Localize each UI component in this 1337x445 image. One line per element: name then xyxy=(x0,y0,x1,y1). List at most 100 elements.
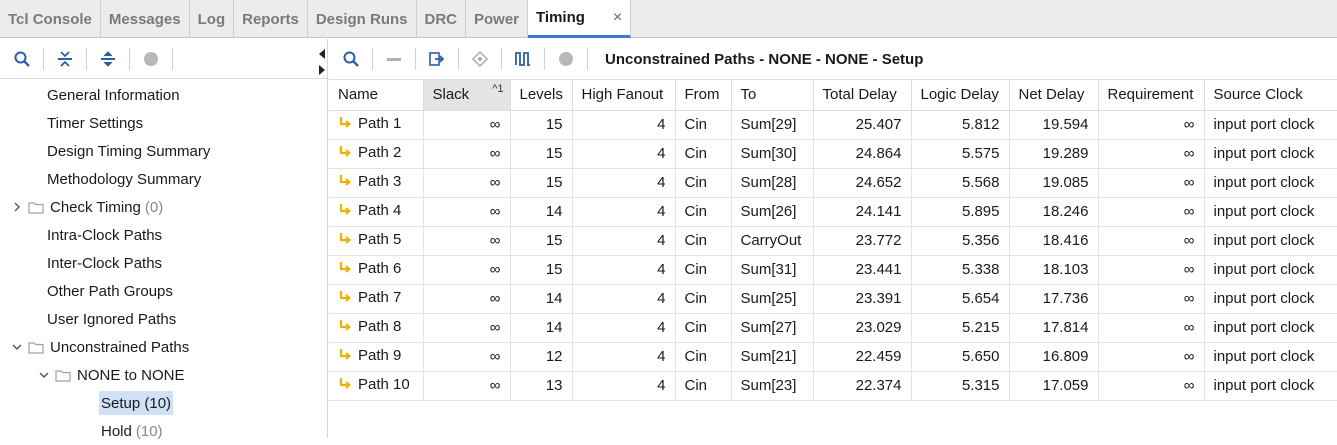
path-name-cell[interactable]: Path 7 xyxy=(329,284,424,314)
path-name-cell[interactable]: Path 1 xyxy=(329,110,424,140)
search-icon[interactable] xyxy=(339,47,363,71)
tab-timing[interactable]: Timing × xyxy=(528,0,632,38)
source-clock-cell: input port clock xyxy=(1204,226,1337,256)
tree-item-user-ignored-paths[interactable]: User Ignored Paths xyxy=(47,310,177,328)
close-icon[interactable]: × xyxy=(612,8,623,26)
tree-item-setup[interactable]: Setup (10) xyxy=(99,391,174,415)
chevron-right-icon[interactable] xyxy=(10,201,24,213)
chevron-down-icon[interactable] xyxy=(10,342,24,352)
tab-drc[interactable]: DRC xyxy=(417,0,466,38)
remove-icon[interactable] xyxy=(382,47,406,71)
schematic-icon[interactable] xyxy=(468,47,492,71)
timing-path-icon xyxy=(338,348,352,366)
path-name-cell[interactable]: Path 4 xyxy=(329,197,424,227)
levels-cell: 15 xyxy=(510,255,573,285)
high-fanout-cell: 4 xyxy=(572,197,676,227)
column-header-net-delay[interactable]: Net Delay xyxy=(1009,80,1099,111)
table-row[interactable]: Path 4 ∞ 14 4 Cin Sum[26] 24.141 5.895 18.246 ∞ in… xyxy=(329,197,1337,227)
path-name-label: Path 10 xyxy=(358,376,410,394)
tree-item-general-information[interactable]: General Information xyxy=(47,86,180,104)
path-name-cell[interactable]: Path 9 xyxy=(329,342,424,372)
path-name-cell[interactable]: Path 6 xyxy=(329,255,424,285)
tab-messages[interactable]: Messages xyxy=(101,0,190,38)
path-name-cell[interactable]: Path 5 xyxy=(329,226,424,256)
column-header-logic-delay[interactable]: Logic Delay xyxy=(911,80,1010,111)
high-fanout-cell: 4 xyxy=(572,255,676,285)
total-delay-cell: 23.441 xyxy=(813,255,912,285)
tree-item-label: Unconstrained Paths xyxy=(50,338,190,356)
levels-cell: 15 xyxy=(510,226,573,256)
tree-item-methodology-summary[interactable]: Methodology Summary xyxy=(47,170,202,188)
tree-item-design-timing-summary[interactable]: Design Timing Summary xyxy=(47,142,211,160)
requirement-cell: ∞ xyxy=(1098,371,1205,401)
column-header-requirement[interactable]: Requirement xyxy=(1098,80,1205,111)
total-delay-cell: 23.029 xyxy=(813,313,912,343)
logic-delay-cell: 5.215 xyxy=(911,313,1010,343)
column-header-source-clock[interactable]: Source Clock xyxy=(1204,80,1337,111)
logic-delay-cell: 5.895 xyxy=(911,197,1010,227)
levels-cell: 14 xyxy=(510,313,573,343)
requirement-cell: ∞ xyxy=(1098,342,1205,372)
column-header-name[interactable]: Name xyxy=(329,80,424,111)
path-name-cell[interactable]: Path 10 xyxy=(329,371,424,401)
column-header-levels[interactable]: Levels xyxy=(510,80,573,111)
tree-item-inter-clock-paths[interactable]: Inter-Clock Paths xyxy=(47,254,163,272)
table-row[interactable]: Path 3 ∞ 15 4 Cin Sum[28] 24.652 5.568 19.085 ∞ in… xyxy=(329,168,1337,198)
tab-power[interactable]: Power xyxy=(466,0,529,38)
search-icon[interactable] xyxy=(10,47,34,71)
tree-item-intra-clock-paths[interactable]: Intra-Clock Paths xyxy=(47,226,163,244)
chevron-down-icon[interactable] xyxy=(37,370,51,380)
table-row[interactable]: Path 10 ∞ 13 4 Cin Sum[23] 22.374 5.315 17.059 ∞ i… xyxy=(329,371,1337,401)
slack-cell: ∞ xyxy=(423,342,511,372)
tree-item-other-path-groups[interactable]: Other Path Groups xyxy=(47,282,173,300)
waveform-icon[interactable] xyxy=(511,47,535,71)
net-delay-cell: 19.594 xyxy=(1009,110,1099,140)
table-row[interactable]: Path 5 ∞ 15 4 Cin CarryOut 23.772 5.356 18.416 ∞ i… xyxy=(329,226,1337,256)
path-name-cell[interactable]: Path 3 xyxy=(329,168,424,198)
levels-cell: 14 xyxy=(510,284,573,314)
timing-path-icon xyxy=(338,319,352,337)
table-row[interactable]: Path 1 ∞ 15 4 Cin Sum[29] 25.407 5.812 19.594 ∞ in… xyxy=(329,110,1337,140)
column-header-slack[interactable]: Slack ^1 xyxy=(423,80,511,111)
tab-tcl-console[interactable]: Tcl Console xyxy=(0,0,101,38)
collapse-all-icon[interactable] xyxy=(53,47,77,71)
high-fanout-cell: 4 xyxy=(572,342,676,372)
path-name-cell[interactable]: Path 8 xyxy=(329,313,424,343)
tree-item-none-to-none[interactable]: NONE to NONE xyxy=(37,361,185,389)
goto-source-icon[interactable] xyxy=(425,47,449,71)
total-delay-cell: 22.374 xyxy=(813,371,912,401)
tree-item-unconstrained-paths[interactable]: Unconstrained Paths xyxy=(10,333,189,361)
column-header-high-fanout[interactable]: High Fanout xyxy=(572,80,676,111)
to-cell: Sum[23] xyxy=(731,371,814,401)
table-row[interactable]: Path 2 ∞ 15 4 Cin Sum[30] 24.864 5.575 19.289 ∞ in… xyxy=(329,139,1337,169)
timing-path-icon xyxy=(338,377,352,395)
column-header-to[interactable]: To xyxy=(731,80,814,111)
paths-panel: Unconstrained Paths - NONE - NONE - Setu… xyxy=(329,39,1337,438)
expand-all-icon[interactable] xyxy=(96,47,120,71)
logic-delay-cell: 5.812 xyxy=(911,110,1010,140)
table-row[interactable]: Path 6 ∞ 15 4 Cin Sum[31] 23.441 5.338 18.103 ∞ in… xyxy=(329,255,1337,285)
net-delay-cell: 18.416 xyxy=(1009,226,1099,256)
high-fanout-cell: 4 xyxy=(572,226,676,256)
stop-icon[interactable] xyxy=(139,47,163,71)
path-name-cell[interactable]: Path 2 xyxy=(329,139,424,169)
path-name-label: Path 4 xyxy=(358,202,402,220)
column-header-total-delay[interactable]: Total Delay xyxy=(813,80,912,111)
column-header-from[interactable]: From xyxy=(675,80,732,111)
stop-icon[interactable] xyxy=(554,47,578,71)
from-cell: Cin xyxy=(675,226,732,256)
tab-reports[interactable]: Reports xyxy=(234,0,308,38)
table-row[interactable]: Path 8 ∞ 14 4 Cin Sum[27] 23.029 5.215 17.814 ∞ in… xyxy=(329,313,1337,343)
table-row[interactable]: Path 9 ∞ 12 4 Cin Sum[21] 22.459 5.650 16.809 ∞ in… xyxy=(329,342,1337,372)
splitter-arrows-icon[interactable] xyxy=(318,49,326,75)
tree-item-timer-settings[interactable]: Timer Settings xyxy=(47,114,144,132)
logic-delay-cell: 5.654 xyxy=(911,284,1010,314)
tree-item-count: (0) xyxy=(144,198,164,216)
table-row[interactable]: Path 7 ∞ 14 4 Cin Sum[25] 23.391 5.654 17.736 ∞ in… xyxy=(329,284,1337,314)
from-cell: Cin xyxy=(675,110,732,140)
tab-log[interactable]: Log xyxy=(190,0,235,38)
tree-item-check-timing[interactable]: Check Timing (0) xyxy=(10,193,163,221)
tree-item-hold[interactable]: Hold (10) xyxy=(101,417,163,445)
tab-design-runs[interactable]: Design Runs xyxy=(308,0,417,38)
requirement-cell: ∞ xyxy=(1098,168,1205,198)
